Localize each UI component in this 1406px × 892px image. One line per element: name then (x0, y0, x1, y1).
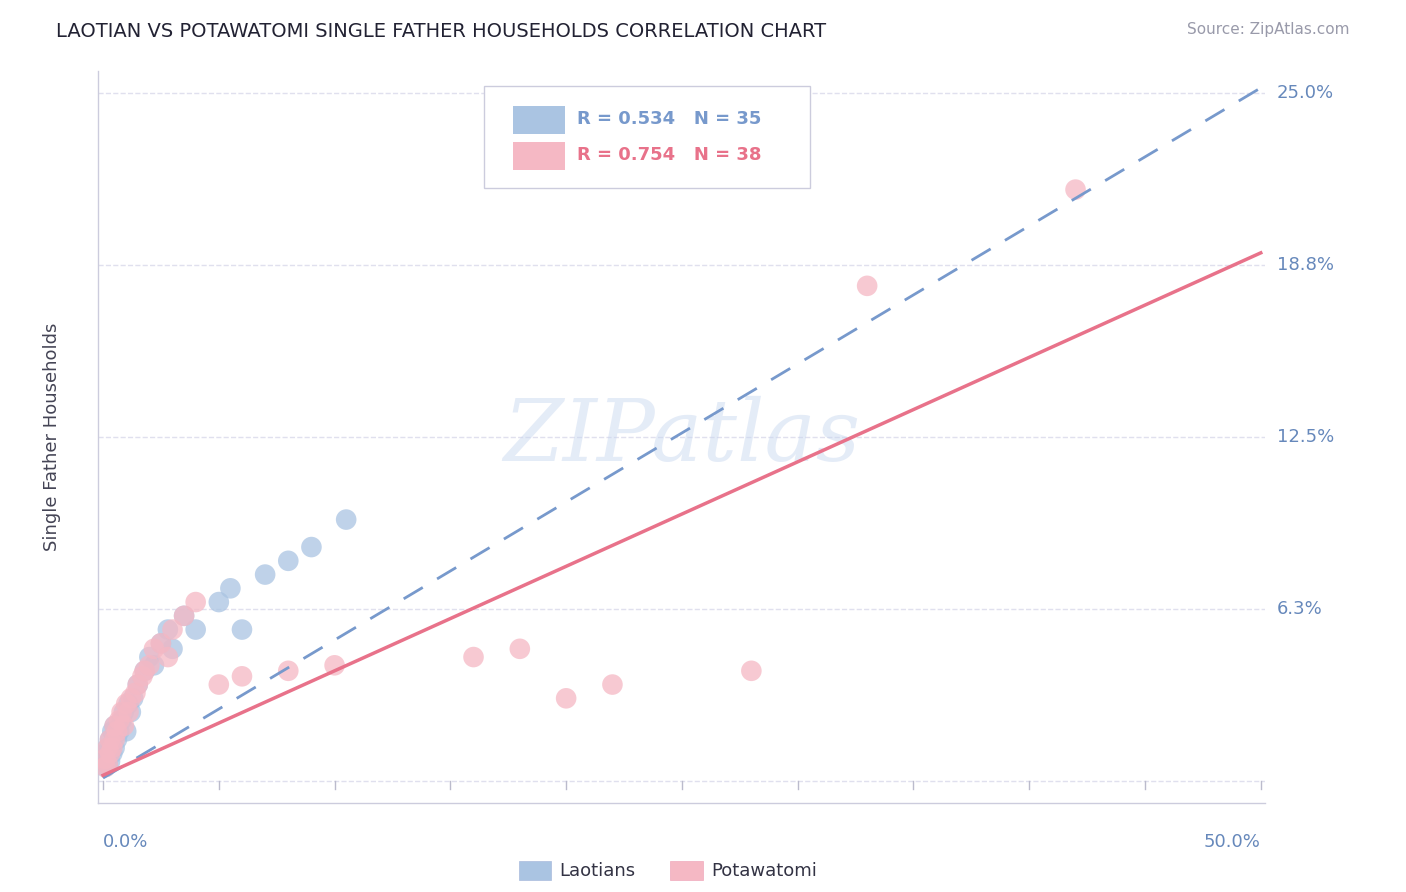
Point (97, 740, 120, 755)
FancyBboxPatch shape (484, 86, 810, 188)
Point (124, 686, 146, 700)
Point (94, 752, 117, 766)
Point (162, 641, 184, 656)
Point (184, 595, 207, 609)
Point (115, 697, 138, 711)
Point (277, 554, 299, 568)
Point (335, 512, 357, 526)
Point (231, 669, 253, 683)
Point (104, 719, 127, 733)
Text: Laotians: Laotians (560, 862, 636, 880)
Point (184, 623, 207, 637)
Point (101, 724, 124, 739)
Point (98, 732, 121, 747)
Point (509, 641, 531, 656)
Text: R = 0.534   N = 35: R = 0.534 N = 35 (576, 110, 761, 128)
Point (94, 752, 117, 766)
Point (602, 677, 624, 691)
Point (149, 636, 172, 650)
Point (149, 636, 172, 650)
Point (131, 669, 153, 683)
Point (173, 608, 195, 623)
Point (98, 747, 121, 761)
Point (104, 719, 127, 733)
Point (254, 567, 277, 582)
Point (231, 623, 253, 637)
Point (162, 623, 184, 637)
FancyBboxPatch shape (513, 106, 565, 134)
Text: 12.5%: 12.5% (1277, 428, 1334, 446)
Point (156, 650, 179, 665)
Point (120, 691, 142, 706)
Point (112, 719, 135, 733)
Point (117, 705, 139, 719)
Point (138, 658, 160, 673)
Point (97, 740, 120, 755)
Point (97, 757, 120, 772)
Point (112, 705, 135, 719)
Point (108, 724, 131, 739)
Text: 18.8%: 18.8% (1277, 256, 1333, 274)
Point (110, 714, 132, 728)
Point (115, 724, 138, 739)
FancyBboxPatch shape (671, 862, 703, 880)
Point (143, 658, 166, 673)
Point (134, 664, 156, 678)
Text: 25.0%: 25.0% (1277, 85, 1334, 103)
Text: Potawatomi: Potawatomi (711, 862, 817, 880)
Point (555, 691, 578, 706)
Point (104, 732, 127, 747)
Point (1064, 183, 1087, 197)
Point (120, 705, 142, 719)
Text: Single Father Households: Single Father Households (42, 323, 60, 551)
Text: LAOTIAN VS POTAWATOMI SINGLE FATHER HOUSEHOLDS CORRELATION CHART: LAOTIAN VS POTAWATOMI SINGLE FATHER HOUS… (56, 22, 827, 41)
Point (104, 740, 127, 755)
Point (463, 650, 485, 665)
Point (94, 760, 117, 774)
Point (173, 608, 195, 623)
Point (143, 641, 166, 656)
Text: Source: ZipAtlas.com: Source: ZipAtlas.com (1187, 22, 1350, 37)
Point (98, 755, 121, 769)
Text: R = 0.754   N = 38: R = 0.754 N = 38 (576, 146, 762, 164)
Point (134, 664, 156, 678)
Text: ZIPatlas: ZIPatlas (503, 396, 860, 478)
Text: 6.3%: 6.3% (1277, 600, 1322, 618)
Point (301, 540, 323, 554)
Point (219, 582, 242, 596)
FancyBboxPatch shape (513, 143, 565, 170)
Text: 0.0%: 0.0% (103, 833, 149, 851)
Point (105, 732, 128, 747)
Point (127, 677, 149, 691)
Text: 50.0%: 50.0% (1204, 833, 1261, 851)
Point (98, 732, 121, 747)
Point (122, 691, 145, 706)
Point (127, 677, 149, 691)
Point (101, 740, 124, 755)
Point (277, 664, 299, 678)
Point (108, 714, 131, 728)
Point (138, 650, 160, 665)
Point (856, 278, 879, 293)
Point (110, 705, 132, 719)
Point (94, 747, 117, 761)
Point (323, 658, 346, 673)
Point (105, 724, 128, 739)
Point (740, 664, 762, 678)
Point (208, 677, 231, 691)
Point (97, 757, 120, 772)
Point (101, 747, 124, 761)
Point (117, 697, 139, 711)
FancyBboxPatch shape (519, 862, 551, 880)
Point (94, 760, 117, 774)
Point (208, 595, 231, 609)
Point (156, 623, 179, 637)
